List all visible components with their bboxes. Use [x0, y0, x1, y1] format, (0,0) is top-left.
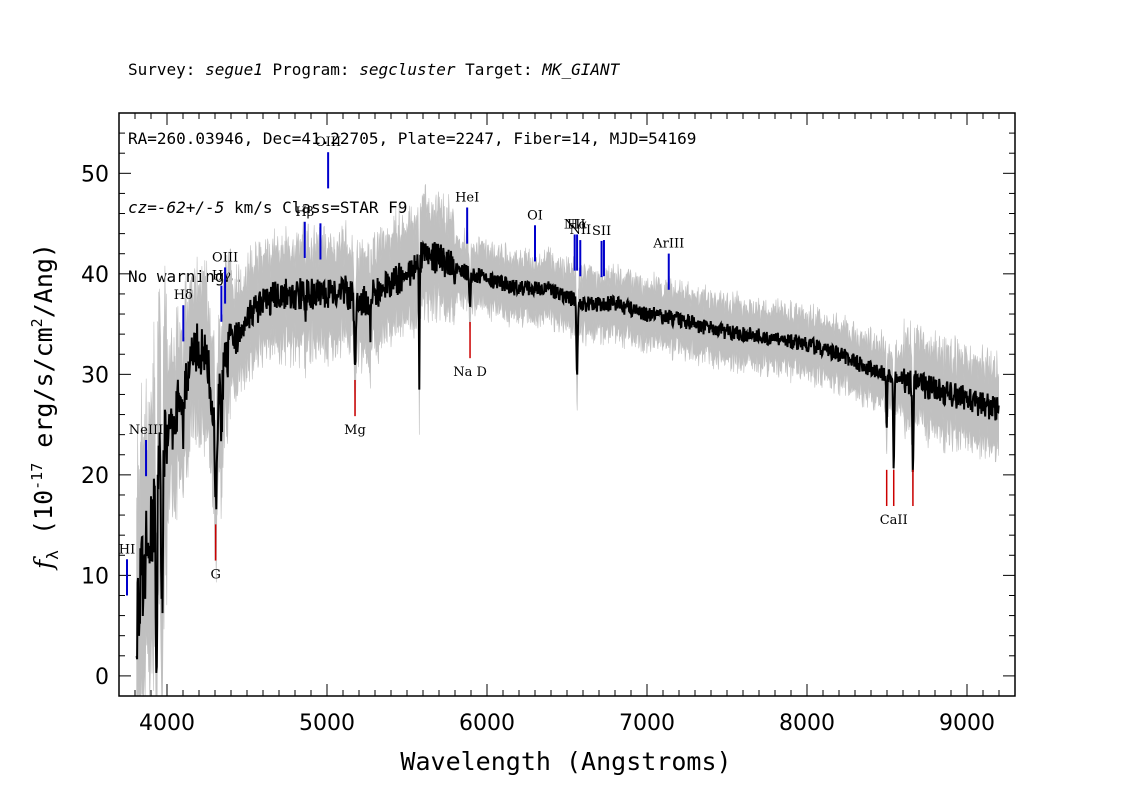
axes-layer: 4000 5000 6000 7000 8000 9000 0 10 20 30 40 50	[81, 112, 1016, 736]
absorption-line-label: G	[210, 568, 220, 583]
absorption-line-label: Na D	[453, 365, 487, 380]
emission-line-label: Hα	[567, 217, 587, 232]
y-tick-label: 50	[81, 162, 109, 187]
axis-titles: Wavelength (Angstroms) fλ (10-17 erg/s/c…	[28, 243, 732, 776]
emission-line-label: ArIII	[652, 237, 684, 252]
header-survey-part-2: Program:	[262, 60, 360, 79]
flux-line	[135, 240, 1000, 673]
flux-line-layer	[135, 240, 1000, 673]
emission-line-label: OI	[527, 208, 543, 223]
emission-line-label: HI	[119, 542, 135, 557]
header-warnings-line: No warnings.	[128, 267, 244, 286]
emission-line-label: NII	[564, 217, 586, 232]
emission-line-label: Hβ	[295, 205, 314, 220]
emission-line-label: OIII	[212, 250, 238, 265]
y-axis-title: fλ (10-17 erg/s/cm2/Ang)	[28, 243, 62, 571]
header-survey-part-1: segue1	[205, 60, 263, 79]
y-tick-label: 40	[81, 263, 109, 288]
header-redshift-part-1: km/s Class=STAR F9	[224, 198, 408, 217]
emission-line-label: Hγ	[212, 269, 231, 284]
header-redshift-line: cz=-62+/-5 km/s Class=STAR F9	[128, 196, 696, 219]
x-tick-label: 4000	[139, 711, 195, 736]
error-band	[136, 184, 999, 698]
header-redshift-part-0: cz=-62+/-5	[128, 198, 225, 217]
emission-line-label: Hδ	[174, 288, 193, 303]
error-band-layer	[136, 184, 999, 698]
y-tick-label: 0	[95, 665, 109, 690]
spectrum-header: Survey: segue1 Program: segcluster Targe…	[128, 12, 696, 311]
x-axis-title: Wavelength (Angstroms)	[400, 747, 731, 776]
emission-line-label: NII	[569, 223, 591, 238]
emission-line-label: NeIII	[129, 423, 163, 438]
y-tick-label: 20	[81, 464, 109, 489]
x-tick-label: 7000	[619, 711, 675, 736]
emission-line-label: HeI	[455, 190, 479, 205]
emission-line-label: SII	[592, 224, 611, 239]
header-coordinates-line: RA=260.03946, Dec=41.22705, Plate=2247, …	[128, 129, 697, 148]
absorption-line-label: CaII	[880, 513, 908, 528]
header-survey-line: Survey: segue1 Program: segcluster Targe…	[128, 58, 696, 81]
header-survey-part-4: Target:	[455, 60, 543, 79]
y-tick-label: 30	[81, 363, 109, 388]
x-tick-label: 8000	[779, 711, 835, 736]
header-survey-part-5: MK_GIANT	[542, 60, 620, 79]
emission-line-label: OIII	[315, 135, 341, 150]
y-tick-label: 10	[81, 564, 109, 589]
x-tick-label: 5000	[299, 711, 355, 736]
header-survey-part-3: segcluster	[359, 60, 456, 79]
header-survey-part-0: Survey:	[128, 60, 206, 79]
x-tick-label: 9000	[939, 711, 995, 736]
absorption-line-label: Mg	[344, 423, 366, 438]
x-tick-label: 6000	[459, 711, 515, 736]
